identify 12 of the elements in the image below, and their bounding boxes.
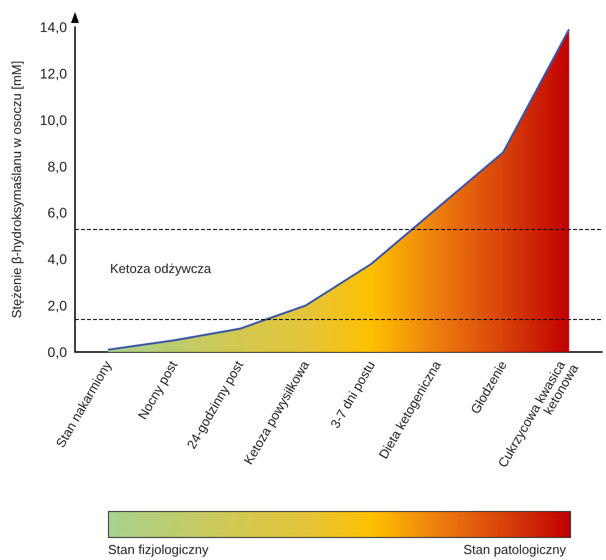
text: Stan fizjologiczny [108,542,209,557]
annotation: Ketoza odżywcza [110,261,212,276]
y-tick-label: 14,0 [40,19,68,35]
y-tick-label: 10,0 [40,112,68,128]
y-tick-label: 8,0 [48,158,68,174]
y-axis-title: Stężenie β-hydroksymaślanu w osoczu [mM] [9,60,24,318]
y-tick-label: 12,0 [40,65,68,82]
y-tick-label: 0,0 [48,344,68,360]
y-tick-label: 4,0 [48,251,68,268]
text: Stan patologiczny [463,542,566,557]
y-tick-label: 6,0 [48,204,68,221]
y-tick-label: 2,0 [48,298,68,314]
